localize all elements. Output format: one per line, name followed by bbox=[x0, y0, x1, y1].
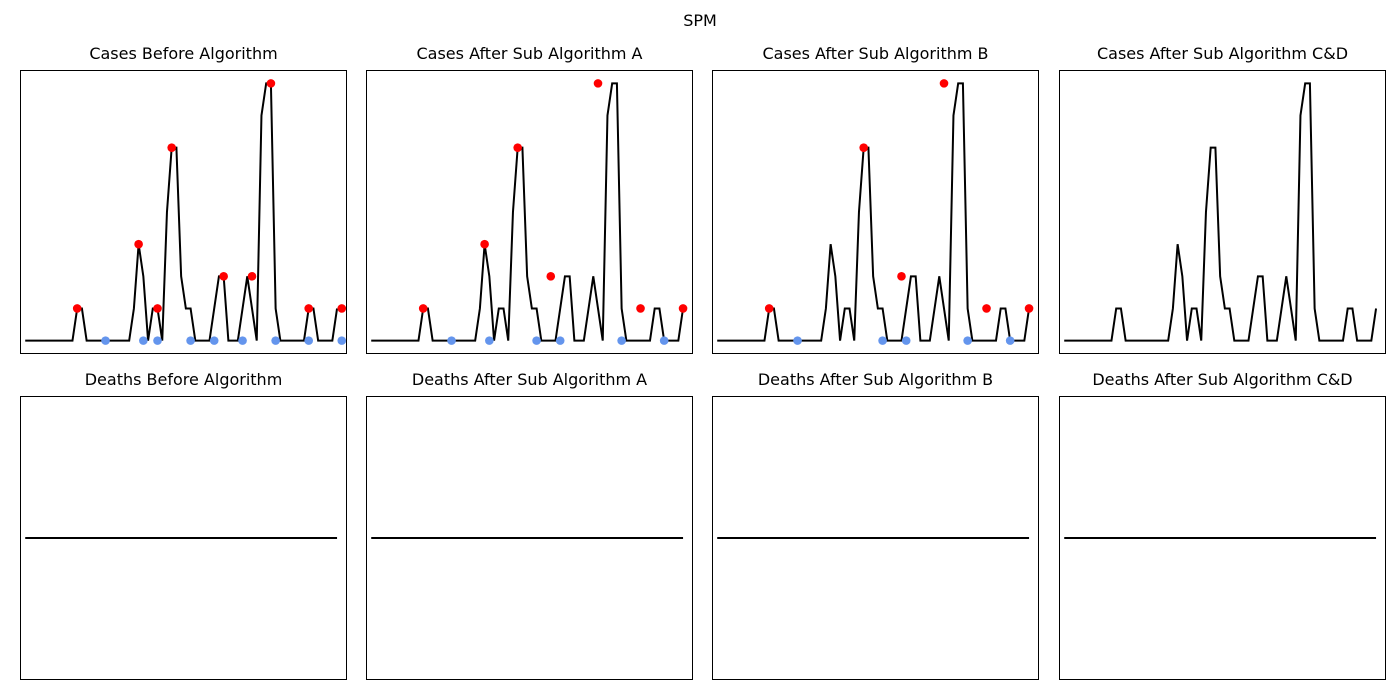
subplot-title: Deaths After Sub Algorithm A bbox=[411, 370, 648, 389]
subplot-title: Cases After Sub Algorithm A bbox=[416, 44, 643, 63]
valley-marker bbox=[555, 336, 565, 345]
peak-marker bbox=[513, 143, 522, 152]
peak-marker bbox=[593, 79, 603, 88]
subplot-title: Cases After Sub Algorithm C&D bbox=[1096, 44, 1349, 63]
valley-marker bbox=[209, 336, 219, 345]
series-line bbox=[1064, 82, 1378, 342]
peak-marker bbox=[418, 304, 428, 313]
subplot-deaths-after-b: Deaths After Sub Algorithm B bbox=[712, 370, 1039, 680]
valley-marker bbox=[485, 336, 494, 345]
valley-marker bbox=[1005, 336, 1015, 345]
axes-frame bbox=[712, 70, 1039, 354]
subplot-title: Deaths After Sub Algorithm B bbox=[757, 370, 994, 389]
chart-cases-before bbox=[20, 70, 347, 354]
valley-marker bbox=[271, 336, 280, 345]
series-line bbox=[717, 82, 1031, 342]
peak-marker bbox=[304, 304, 314, 313]
valley-marker bbox=[617, 336, 626, 345]
axes-frame bbox=[20, 396, 347, 680]
axes-frame bbox=[366, 70, 693, 354]
axes-frame bbox=[1059, 70, 1386, 354]
peak-marker bbox=[897, 272, 906, 281]
valley-marker bbox=[659, 336, 669, 345]
subplot-title: Deaths After Sub Algorithm C&D bbox=[1092, 370, 1353, 389]
peak-marker bbox=[939, 79, 949, 88]
peak-marker bbox=[266, 79, 276, 88]
subplot-deaths-after-cd: Deaths After Sub Algorithm C&D bbox=[1059, 370, 1386, 680]
chart-cases-after-cd bbox=[1059, 70, 1386, 354]
series-line bbox=[371, 82, 685, 342]
valley-marker bbox=[101, 336, 110, 345]
peak-marker bbox=[167, 143, 176, 152]
valley-marker bbox=[532, 336, 541, 345]
peak-marker bbox=[982, 304, 991, 313]
chart-cases-after-b bbox=[712, 70, 1039, 354]
subplot-cases-after-cd: Cases After Sub Algorithm C&D bbox=[1059, 44, 1386, 354]
peak-marker bbox=[247, 272, 257, 281]
subplot-cases-after-b: Cases After Sub Algorithm B bbox=[712, 44, 1039, 354]
subplot-deaths-after-a: Deaths After Sub Algorithm A bbox=[366, 370, 693, 680]
subplot-cases-after-a: Cases After Sub Algorithm A bbox=[366, 44, 693, 354]
axes-frame bbox=[366, 396, 693, 680]
chart-deaths-after-b bbox=[712, 396, 1039, 680]
valley-marker bbox=[901, 336, 911, 345]
peak-marker bbox=[859, 143, 868, 152]
peak-marker bbox=[678, 304, 688, 313]
valley-marker bbox=[793, 336, 802, 345]
peak-marker bbox=[337, 304, 347, 313]
peak-marker bbox=[636, 304, 645, 313]
valley-marker bbox=[337, 336, 347, 345]
chart-deaths-before bbox=[20, 396, 347, 680]
figure-title: SPM bbox=[683, 11, 717, 30]
valley-marker bbox=[963, 336, 972, 345]
valley-marker bbox=[186, 336, 195, 345]
peak-marker bbox=[546, 272, 556, 281]
axes-frame bbox=[712, 396, 1039, 680]
peak-marker bbox=[134, 239, 143, 249]
peak-marker bbox=[764, 304, 774, 313]
axes-frame bbox=[1059, 396, 1386, 680]
subplot-title: Cases Before Algorithm bbox=[89, 44, 278, 63]
valley-marker bbox=[878, 336, 887, 345]
valley-marker bbox=[139, 336, 148, 345]
subplot-title: Deaths Before Algorithm bbox=[84, 370, 283, 389]
subplot-deaths-before: Deaths Before Algorithm bbox=[20, 370, 347, 680]
peak-marker bbox=[72, 304, 82, 313]
chart-deaths-after-cd bbox=[1059, 396, 1386, 680]
chart-deaths-after-a bbox=[366, 396, 693, 680]
valley-marker bbox=[304, 336, 314, 345]
valley-marker bbox=[153, 336, 162, 345]
peak-marker bbox=[1024, 304, 1034, 313]
subplot-cases-before: Cases Before Algorithm bbox=[20, 44, 347, 354]
valley-marker bbox=[238, 336, 247, 345]
peak-marker bbox=[219, 272, 228, 281]
peak-marker bbox=[153, 304, 162, 313]
valley-marker bbox=[447, 336, 456, 345]
series-line bbox=[25, 82, 339, 342]
subplot-title: Cases After Sub Algorithm B bbox=[762, 44, 989, 63]
chart-cases-after-a bbox=[366, 70, 693, 354]
peak-marker bbox=[480, 239, 489, 249]
axes-frame bbox=[20, 70, 347, 354]
